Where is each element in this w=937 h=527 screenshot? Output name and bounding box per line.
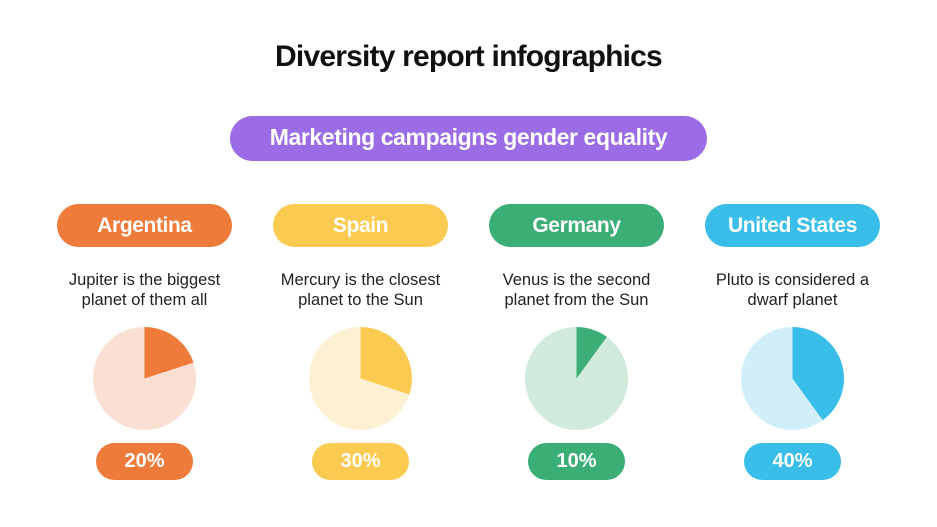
country-description: Jupiter is the biggest planet of them al… (68, 271, 221, 310)
country-description: Pluto is considered a dwarf planet (715, 271, 870, 310)
country-pill: United States (705, 204, 880, 247)
country-column: Argentina Jupiter is the biggest planet … (50, 204, 240, 481)
pie-chart (93, 327, 196, 431)
country-description: Venus is the second planet from the Sun (502, 271, 651, 310)
percentage-badge: 30% (312, 443, 409, 481)
pie-chart (309, 327, 412, 431)
percentage-label: 20% (124, 450, 165, 473)
country-column: United States Pluto is considered a dwar… (698, 204, 888, 481)
percentage-badge: 10% (528, 443, 625, 481)
country-label: United States (728, 213, 857, 237)
percentage-label: 40% (772, 450, 813, 473)
country-description: Mercury is the closest planet to the Sun (280, 271, 441, 310)
percentage-label: 30% (340, 450, 381, 473)
country-column: Germany Venus is the second planet from … (482, 204, 672, 481)
columns-row: Argentina Jupiter is the biggest planet … (0, 204, 937, 481)
country-label: Argentina (97, 213, 192, 237)
percentage-badge: 20% (96, 443, 193, 481)
page-title: Diversity report infographics (275, 40, 663, 73)
country-pill: Spain (273, 204, 448, 247)
country-pill: Argentina (57, 204, 232, 247)
country-pill: Germany (489, 204, 664, 247)
pie-chart (525, 327, 628, 431)
subtitle-pill: Marketing campaigns gender equality (229, 116, 708, 161)
percentage-badge: 40% (744, 443, 841, 481)
country-column: Spain Mercury is the closest planet to t… (266, 204, 456, 481)
percentage-label: 10% (556, 450, 597, 473)
pie-chart (741, 327, 844, 431)
country-label: Germany (532, 213, 621, 237)
country-label: Spain (332, 213, 389, 237)
